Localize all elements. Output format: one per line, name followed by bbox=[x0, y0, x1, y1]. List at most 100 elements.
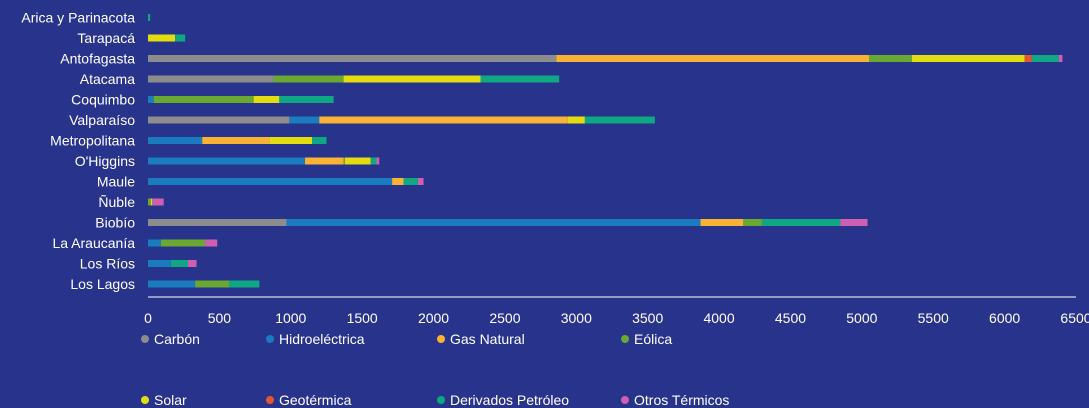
bar-segment-valparaiso-solar bbox=[567, 116, 585, 124]
legend-label-derivados-petroleo: Derivados Petróleo bbox=[450, 392, 570, 408]
legend-item-otros-termicos: Otros Térmicos bbox=[621, 392, 729, 408]
bar-segment-coquimbo-eolica bbox=[153, 96, 254, 103]
bar-segment-valparaiso-carbon bbox=[148, 116, 290, 124]
bar-segment-atacama-solar bbox=[343, 75, 481, 83]
bar-segment-los-lagos-derivados-petroleo bbox=[229, 280, 260, 288]
category-labels: Arica y Parinacota Tarapacá Antofagasta Ata… bbox=[21, 10, 135, 293]
legend-item-geotermica: Geotérmica bbox=[266, 392, 351, 408]
bar-segment-biobio-gas-natural bbox=[700, 219, 744, 226]
x-tick-label-6000: 6000 bbox=[989, 310, 1020, 326]
bar-segment-la-araucania-eolica bbox=[160, 239, 206, 247]
bar-segment-biobio-hidroelectrica bbox=[286, 219, 701, 226]
legend-item-derivados-petroleo: Derivados Petróleo bbox=[437, 392, 569, 408]
x-tick-label-3000: 3000 bbox=[561, 310, 592, 326]
bar-segment-atacama-eolica bbox=[273, 75, 344, 83]
legend-label-hidroelectrica: Hidroeléctrica bbox=[279, 331, 365, 347]
category-label-los-rios: Los Ríos bbox=[80, 256, 135, 272]
bar-segment-antofagasta-eolica bbox=[868, 55, 912, 62]
bar-segment-nuble-eolica bbox=[148, 198, 151, 206]
bar-segment-coquimbo-hidroelectrica bbox=[148, 96, 154, 103]
legend-label-solar: Solar bbox=[154, 392, 187, 408]
legend-label-otros-termicos: Otros Térmicos bbox=[634, 392, 730, 408]
bar-segment-o-higgins-solar bbox=[345, 157, 371, 165]
category-label-biobio: Biobío bbox=[95, 215, 135, 231]
legend-marker-otros-termicos bbox=[621, 396, 629, 404]
bar-segment-valparaiso-derivados-petroleo bbox=[584, 116, 655, 124]
bar-segment-los-lagos-hidroelectrica bbox=[148, 280, 196, 288]
bar-segment-los-rios-hidroelectrica bbox=[148, 260, 171, 267]
bar-segment-tarapaca-solar bbox=[148, 34, 176, 42]
bar-segment-biobio-carbon bbox=[148, 219, 287, 226]
legend-marker-derivados-petroleo bbox=[437, 396, 445, 404]
bar-segment-los-lagos-eolica bbox=[195, 280, 230, 288]
bar-segment-atacama-derivados-petroleo bbox=[480, 75, 560, 83]
bar-segment-metropolitana-hidroelectrica bbox=[148, 137, 203, 144]
bar-segment-los-rios-derivados-petroleo bbox=[170, 260, 188, 267]
legend-item-solar: Solar bbox=[141, 392, 187, 408]
category-label-antofagasta: Antofagasta bbox=[60, 51, 135, 67]
legend-label-carbon: Carbón bbox=[154, 331, 200, 347]
legend-item-gas-natural: Gas Natural bbox=[437, 331, 525, 347]
x-tick-label-1500: 1500 bbox=[347, 310, 378, 326]
legend-label-eolica: Eólica bbox=[634, 331, 673, 347]
bar-segment-atacama-carbon bbox=[148, 75, 274, 83]
bar-segment-o-higgins-gas-natural bbox=[305, 157, 344, 165]
x-tick-label-0: 0 bbox=[144, 310, 152, 326]
bar-segment-maule-derivados-petroleo bbox=[403, 178, 418, 185]
legend-label-geotermica: Geotérmica bbox=[279, 392, 352, 408]
category-label-metropolitana: Metropolitana bbox=[50, 133, 135, 149]
bar-segment-o-higgins-eolica bbox=[343, 157, 346, 165]
legend-label-gas-natural: Gas Natural bbox=[450, 331, 525, 347]
category-label-la-araucania: La Araucanía bbox=[52, 235, 135, 251]
bar-segment-maule-gas-natural bbox=[392, 178, 404, 185]
bar-segment-maule-otros-termicos bbox=[417, 178, 424, 185]
bar-segment-antofagasta-derivados-petroleo bbox=[1031, 55, 1059, 62]
legend-marker-geotermica bbox=[266, 396, 274, 404]
category-label-tarapaca: Tarapacá bbox=[77, 30, 135, 46]
x-tick-label-3500: 3500 bbox=[632, 310, 663, 326]
bar-segment-o-higgins-otros-termicos bbox=[376, 157, 380, 165]
bar-segment-la-araucania-hidroelectrica bbox=[148, 239, 161, 247]
bar-segment-valparaiso-hidroelectrica bbox=[289, 116, 320, 124]
legend-item-hidroelectrica: Hidroeléctrica bbox=[266, 331, 365, 347]
x-tick-label-5000: 5000 bbox=[846, 310, 877, 326]
x-tick-label-4000: 4000 bbox=[703, 310, 734, 326]
bar-segment-antofagasta-carbon bbox=[148, 55, 557, 62]
bars-layer bbox=[148, 14, 1063, 288]
bar-segment-coquimbo-derivados-petroleo bbox=[279, 96, 334, 103]
category-label-maule: Maule bbox=[97, 174, 135, 190]
x-tick-label-1000: 1000 bbox=[275, 310, 306, 326]
bar-segment-metropolitana-gas-natural bbox=[202, 137, 270, 144]
category-label-nuble: Ñuble bbox=[98, 194, 135, 210]
category-label-o-higgins: O'Higgins bbox=[75, 153, 135, 169]
bar-segment-tarapaca-derivados-petroleo bbox=[175, 34, 186, 42]
bar-segment-biobio-otros-termicos bbox=[840, 219, 868, 226]
bar-segment-valparaiso-gas-natural bbox=[319, 116, 568, 124]
category-label-coquimbo: Coquimbo bbox=[71, 92, 135, 108]
bar-segment-o-higgins-hidroelectrica bbox=[148, 157, 306, 165]
x-tick-label-2000: 2000 bbox=[418, 310, 449, 326]
category-label-atacama: Atacama bbox=[80, 71, 135, 87]
category-label-valparaiso: Valparaíso bbox=[69, 112, 135, 128]
bar-segment-nuble-solar bbox=[150, 198, 153, 206]
legend-item-carbon: Carbón bbox=[141, 331, 200, 347]
bar-segment-antofagasta-otros-termicos bbox=[1058, 55, 1063, 62]
x-tick-label-2500: 2500 bbox=[489, 310, 520, 326]
bar-segment-antofagasta-gas-natural bbox=[556, 55, 869, 62]
bar-segment-metropolitana-solar bbox=[269, 137, 313, 144]
bar-segment-nuble-otros-termicos bbox=[152, 198, 164, 206]
x-tick-label-5500: 5500 bbox=[918, 310, 949, 326]
x-tick-label-4500: 4500 bbox=[775, 310, 806, 326]
bar-segment-arica-y-parinacota-derivados-petroleo bbox=[148, 14, 151, 21]
x-tick-labels: 0 500 1000 1500 2000 2500 3000 3500 4000 4500 5000… bbox=[144, 310, 1089, 326]
bar-segment-o-higgins-derivados-petroleo bbox=[370, 157, 377, 165]
legend-marker-carbon bbox=[141, 335, 149, 343]
category-label-arica-y-parinacota: Arica y Parinacota bbox=[21, 10, 135, 26]
legend-marker-eolica bbox=[621, 335, 629, 343]
bar-segment-los-rios-otros-termicos bbox=[187, 260, 197, 267]
bar-segment-coquimbo-solar bbox=[253, 96, 280, 103]
x-tick-label-500: 500 bbox=[208, 310, 232, 326]
bar-segment-metropolitana-derivados-petroleo bbox=[312, 137, 327, 144]
bar-segment-biobio-derivados-petroleo bbox=[761, 219, 841, 226]
